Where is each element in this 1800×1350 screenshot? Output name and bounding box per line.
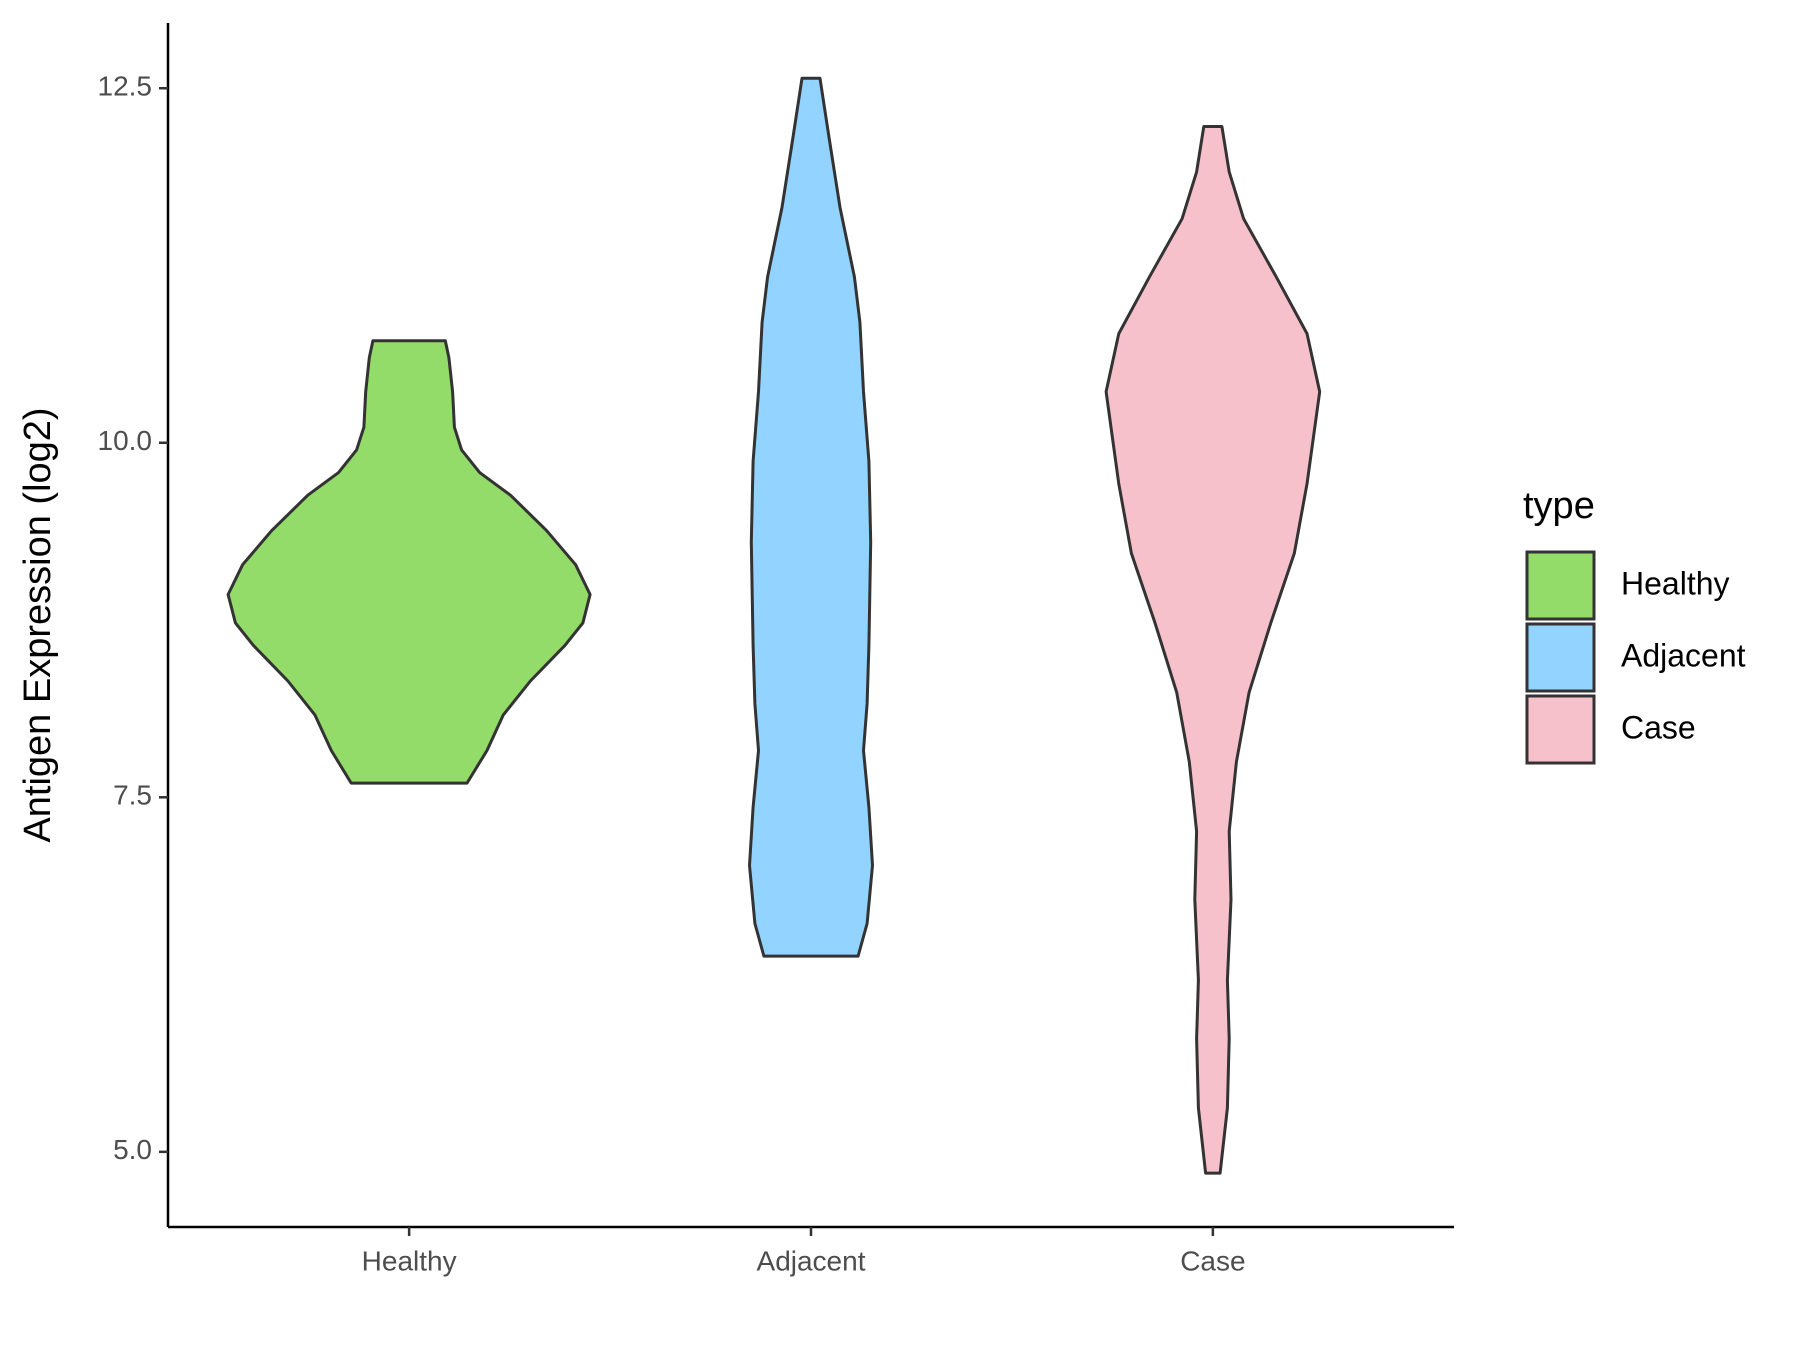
legend-key xyxy=(1525,694,1596,765)
y-tick-label: 12.5 xyxy=(98,71,153,102)
y-tick-label: 10.0 xyxy=(98,425,153,456)
x-tick-label: Adjacent xyxy=(757,1245,866,1276)
legend-label: Adjacent xyxy=(1621,637,1746,673)
y-tick-label: 5.0 xyxy=(113,1134,152,1165)
legend-key xyxy=(1525,550,1596,621)
y-tick-label: 7.5 xyxy=(113,780,152,811)
violin xyxy=(1104,125,1322,1175)
y-axis-title: Antigen Expression (log2) xyxy=(17,407,59,842)
x-tick-label: Case xyxy=(1180,1245,1245,1276)
legend-label: Healthy xyxy=(1621,565,1730,601)
legend-title: type xyxy=(1523,485,1595,527)
legend-label: Case xyxy=(1621,709,1696,745)
violin xyxy=(748,76,874,958)
x-tick-label: Healthy xyxy=(362,1245,457,1276)
legend-key xyxy=(1525,622,1596,693)
violin xyxy=(226,339,592,785)
